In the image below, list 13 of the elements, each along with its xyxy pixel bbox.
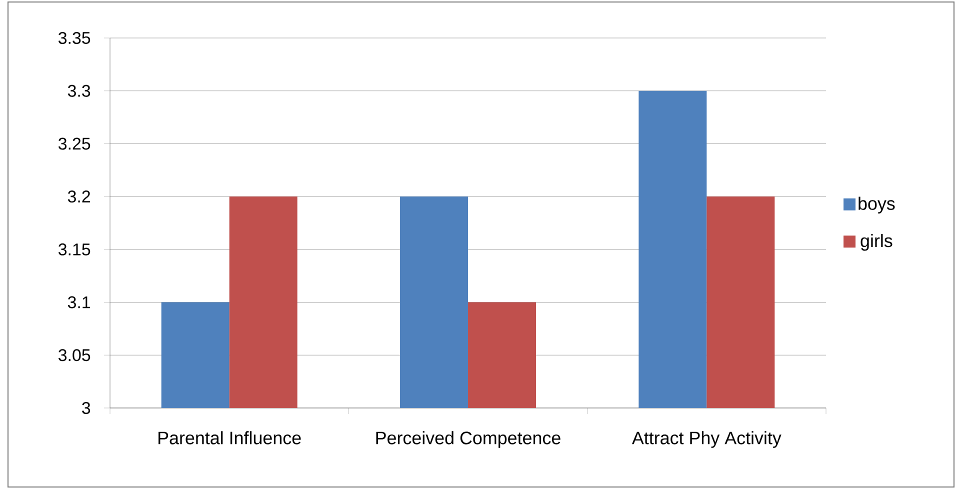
y-tick-label: 3.25 [58, 138, 90, 150]
y-tick-label: 3.05 [58, 349, 90, 362]
y-tick-label: 3.2 [68, 190, 90, 203]
legend-label: girls [860, 234, 892, 251]
x-tick-label: Parental Influence [158, 431, 301, 444]
y-tick-label: 3.1 [68, 296, 90, 308]
y-tick-label: 3 [82, 402, 90, 414]
y-tick-label: 3.35 [58, 32, 90, 44]
x-tick-label: Perceived Competence [376, 431, 560, 448]
y-tick-label: 3.3 [68, 84, 90, 97]
y-tick-label: 3.15 [58, 243, 90, 256]
x-tick-label: Attract Phy Activity [632, 431, 782, 448]
legend-label: boys [858, 196, 895, 214]
